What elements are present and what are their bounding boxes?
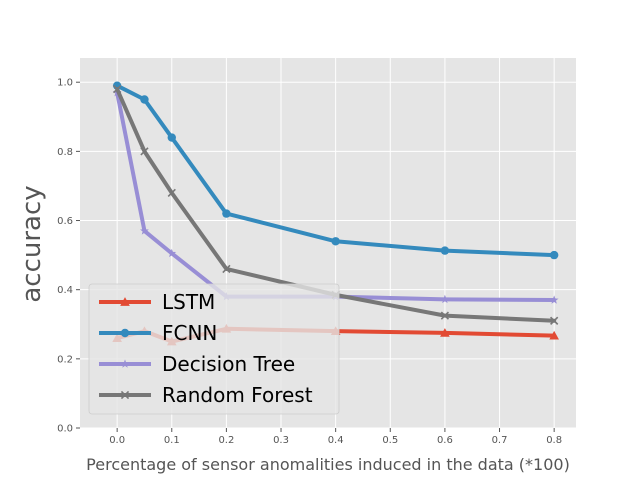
data-point-decision-tree	[440, 294, 450, 304]
y-tick-label: 1.0	[57, 78, 73, 89]
legend-label: LSTM	[162, 290, 215, 314]
y-tick-label: 0.4	[57, 285, 73, 296]
data-point-random-forest	[440, 311, 450, 320]
x-tick-label: 0.5	[382, 435, 398, 446]
data-point-lstm	[549, 330, 559, 340]
legend-marker	[120, 359, 130, 368]
x-tick-label: 0.8	[546, 435, 562, 446]
legend-label: FCNN	[162, 321, 217, 345]
x-tick-label: 0.1	[164, 435, 180, 446]
data-point-random-forest	[550, 316, 559, 325]
axis-ticks: 0.0 0.1 0.2 0.3 0.4 0.5 0.6 0.7 0.8 0.0 0.2 0.4 0.6 0…	[57, 78, 562, 446]
y-tick-label: 0.6	[57, 216, 73, 227]
data-point-random-forest	[222, 264, 231, 274]
legend-marker	[120, 297, 130, 306]
data-point-lstm	[440, 328, 450, 337]
legend-label: Random Forest	[162, 383, 313, 407]
data-point-decision-tree	[167, 248, 177, 258]
x-tick-label: 0.2	[218, 435, 234, 446]
legend-marker	[120, 328, 130, 338]
y-tick-label: 0.2	[57, 354, 73, 365]
data-point-fcnn	[167, 133, 176, 142]
y-tick-label: 0.8	[57, 147, 73, 158]
data-point-decision-tree	[140, 226, 149, 235]
data-point-fcnn	[440, 246, 450, 255]
data-point-decision-tree	[549, 295, 559, 304]
data-point-random-forest	[140, 147, 149, 156]
x-tick-label: 0.7	[492, 435, 508, 446]
x-tick-label: 0.6	[437, 435, 453, 446]
data-point-fcnn	[140, 95, 149, 104]
x-tick-label: 0.4	[328, 435, 344, 446]
data-point-fcnn	[331, 237, 340, 246]
x-tick-label: 0.3	[273, 435, 289, 446]
y-tick-label: 0.0	[57, 424, 73, 435]
series-fcnn	[112, 81, 559, 260]
x-axis-label: Percentage of sensor anomalities induced…	[86, 455, 570, 474]
legend-box	[88, 283, 340, 415]
y-axis-label: accuracy	[17, 185, 47, 302]
legend-marker	[120, 390, 130, 400]
data-point-random-forest	[113, 84, 122, 94]
data-point-random-forest	[167, 188, 176, 197]
x-tick-label: 0.0	[109, 435, 125, 446]
data-point-fcnn	[549, 250, 559, 260]
data-point-fcnn	[222, 209, 231, 218]
legend-label: Decision Tree	[162, 352, 295, 376]
legend: LSTM FCNN Decision Tree Random Forest	[88, 283, 340, 415]
